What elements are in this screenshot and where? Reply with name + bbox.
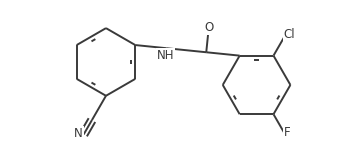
Text: NH: NH	[157, 49, 174, 62]
Text: N: N	[74, 127, 83, 140]
Text: Cl: Cl	[284, 28, 295, 41]
Text: F: F	[284, 126, 290, 139]
Text: O: O	[204, 21, 214, 34]
